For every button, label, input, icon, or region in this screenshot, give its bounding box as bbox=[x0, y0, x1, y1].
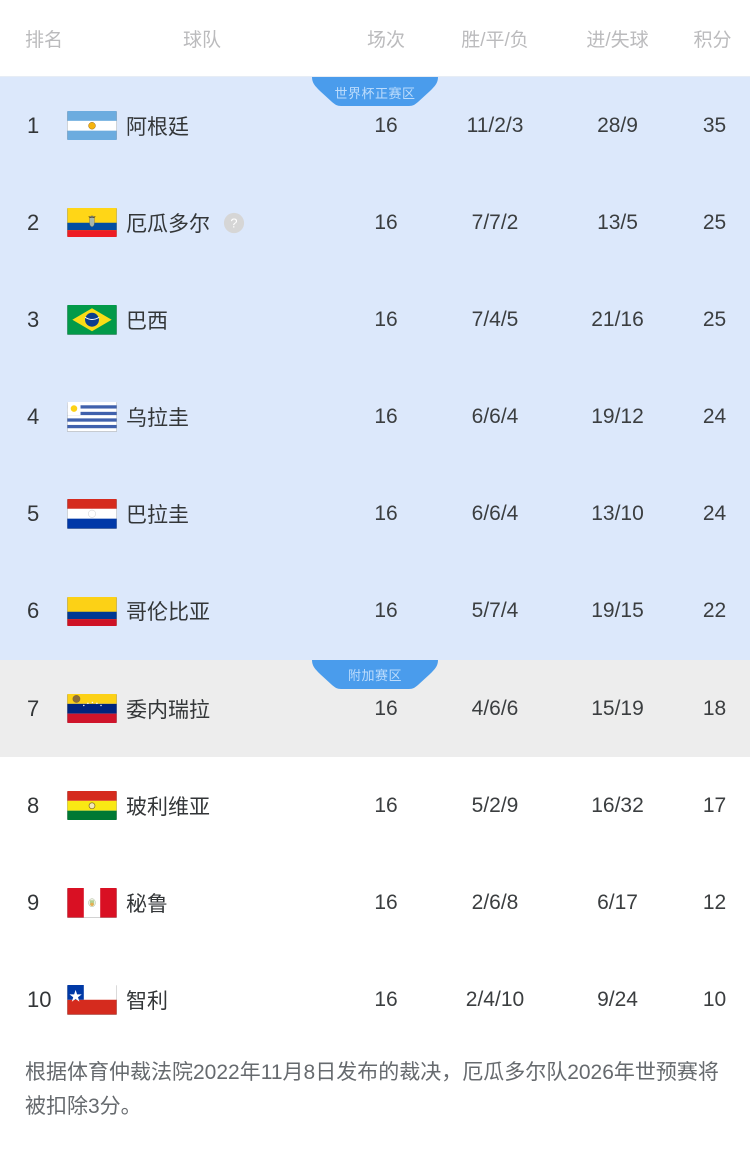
svg-text:?: ? bbox=[230, 215, 237, 230]
